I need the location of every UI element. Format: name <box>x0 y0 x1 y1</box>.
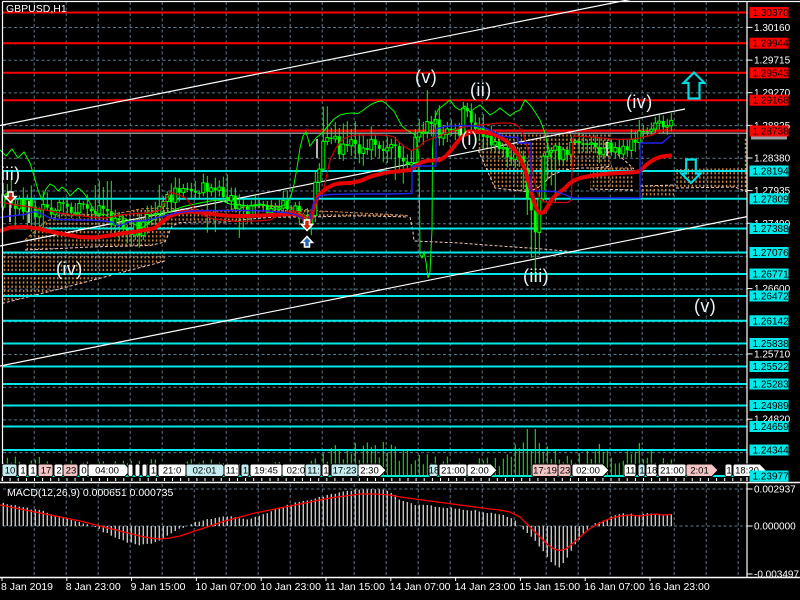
svg-text:11 Jan 15:00: 11 Jan 15:00 <box>325 581 385 593</box>
svg-text:17:23: 17:23 <box>333 466 357 477</box>
svg-text:14 Jan 23:00: 14 Jan 23:00 <box>455 581 516 593</box>
svg-text:1: 1 <box>726 466 731 477</box>
svg-text:1: 1 <box>639 466 644 477</box>
svg-text:18: 18 <box>647 466 658 477</box>
svg-text:1.30370: 1.30370 <box>753 8 790 19</box>
svg-text:14 Jan 07:00: 14 Jan 07:00 <box>390 581 451 593</box>
svg-text:1.27388: 1.27388 <box>753 224 790 235</box>
svg-text:1.26142: 1.26142 <box>753 316 790 327</box>
svg-text:21:00: 21:00 <box>660 466 684 477</box>
svg-text:1.26472: 1.26472 <box>753 292 790 303</box>
svg-text:1.25522: 1.25522 <box>753 362 790 373</box>
svg-text:1.30160: 1.30160 <box>754 23 791 34</box>
svg-text:1.28380: 1.28380 <box>754 154 791 165</box>
svg-text:1: 1 <box>243 466 248 477</box>
svg-text:1.29944: 1.29944 <box>753 39 790 50</box>
svg-text:11: 11 <box>626 466 636 477</box>
svg-text:(iv): (iv) <box>56 259 83 279</box>
svg-text:1.24659: 1.24659 <box>753 422 790 433</box>
svg-text:1.27935: 1.27935 <box>754 186 791 197</box>
svg-text:1.24344: 1.24344 <box>753 446 790 457</box>
svg-text:02:00: 02:00 <box>287 466 311 477</box>
svg-text:23: 23 <box>560 466 571 477</box>
svg-text:21:00: 21:00 <box>441 466 465 477</box>
svg-text:GBPUSD,H1: GBPUSD,H1 <box>6 3 67 15</box>
svg-text:1.23977: 1.23977 <box>753 472 790 483</box>
svg-text:11:: 11: <box>307 466 320 477</box>
svg-text:18:30: 18:30 <box>735 466 759 477</box>
svg-text:1.26600: 1.26600 <box>754 284 791 295</box>
svg-text:1.25710: 1.25710 <box>754 349 791 360</box>
svg-text:15 Jan 15:00: 15 Jan 15:00 <box>519 581 580 593</box>
svg-text:(v): (v) <box>415 67 437 87</box>
svg-text:23: 23 <box>66 466 77 477</box>
svg-text:1.25283: 1.25283 <box>753 380 790 391</box>
svg-text:16 Jan 23:00: 16 Jan 23:00 <box>649 581 710 593</box>
svg-text:1: 1 <box>20 466 25 477</box>
svg-text:21:0: 21:0 <box>163 466 182 477</box>
svg-text:16 Jan 07:00: 16 Jan 07:00 <box>584 581 645 593</box>
svg-text:1: 1 <box>30 466 35 477</box>
svg-text:11:: 11: <box>226 466 239 477</box>
svg-text:18: 18 <box>429 466 440 477</box>
svg-text:1: 1 <box>151 466 156 477</box>
svg-text:1.24989: 1.24989 <box>753 401 790 412</box>
svg-text:10: 10 <box>5 466 16 477</box>
svg-text:(v): (v) <box>694 296 716 316</box>
svg-text:0.002937: 0.002937 <box>754 485 796 496</box>
svg-text:10 Jan 07:00: 10 Jan 07:00 <box>195 581 256 593</box>
svg-text:(i): (i) <box>461 129 478 149</box>
svg-text:8 Jan 23:00: 8 Jan 23:00 <box>66 581 121 593</box>
svg-text:2:00: 2:00 <box>470 466 489 477</box>
svg-text:(iii): (iii) <box>0 164 21 184</box>
svg-text:17:19: 17:19 <box>533 466 557 477</box>
svg-text:(iii): (iii) <box>523 266 549 286</box>
svg-text:1.28738: 1.28738 <box>753 127 790 138</box>
svg-text:9 Jan 15:00: 9 Jan 15:00 <box>131 581 186 593</box>
svg-text:1.29715: 1.29715 <box>754 56 791 67</box>
svg-text:(ii): (ii) <box>470 80 492 100</box>
svg-text:1.29543: 1.29543 <box>753 68 790 79</box>
svg-text:-0.003497: -0.003497 <box>754 570 799 581</box>
svg-text:1.26771: 1.26771 <box>753 270 790 281</box>
svg-text:02:00: 02:00 <box>576 466 600 477</box>
svg-text:1.29168: 1.29168 <box>753 96 790 107</box>
svg-text:17: 17 <box>41 466 52 477</box>
svg-text:2: 2 <box>56 466 61 477</box>
svg-text:10 Jan 23:00: 10 Jan 23:00 <box>260 581 321 593</box>
svg-text:1.28194: 1.28194 <box>753 167 790 178</box>
svg-text:1.25838: 1.25838 <box>753 339 790 350</box>
svg-text:(iv): (iv) <box>626 92 653 112</box>
svg-text:1.27809: 1.27809 <box>753 194 790 205</box>
svg-text:19:45: 19:45 <box>254 466 278 477</box>
svg-text:1.24820: 1.24820 <box>754 415 791 426</box>
svg-text:1: 1 <box>323 466 328 477</box>
svg-text:2:01: 2:01 <box>690 466 709 477</box>
svg-text:2:30: 2:30 <box>360 466 379 477</box>
svg-text:02:01: 02:01 <box>193 466 217 477</box>
svg-text:0: 0 <box>81 466 86 477</box>
svg-text:1.27076: 1.27076 <box>753 248 790 259</box>
svg-text:8 Jan 2019: 8 Jan 2019 <box>1 581 53 593</box>
svg-text:0.000000: 0.000000 <box>754 522 796 533</box>
svg-text:04:00: 04:00 <box>95 466 119 477</box>
svg-text:1.29270: 1.29270 <box>754 88 791 99</box>
svg-text:MACD(12,26,9) 0.000651 0.00073: MACD(12,26,9) 0.000651 0.000735 <box>7 487 174 499</box>
